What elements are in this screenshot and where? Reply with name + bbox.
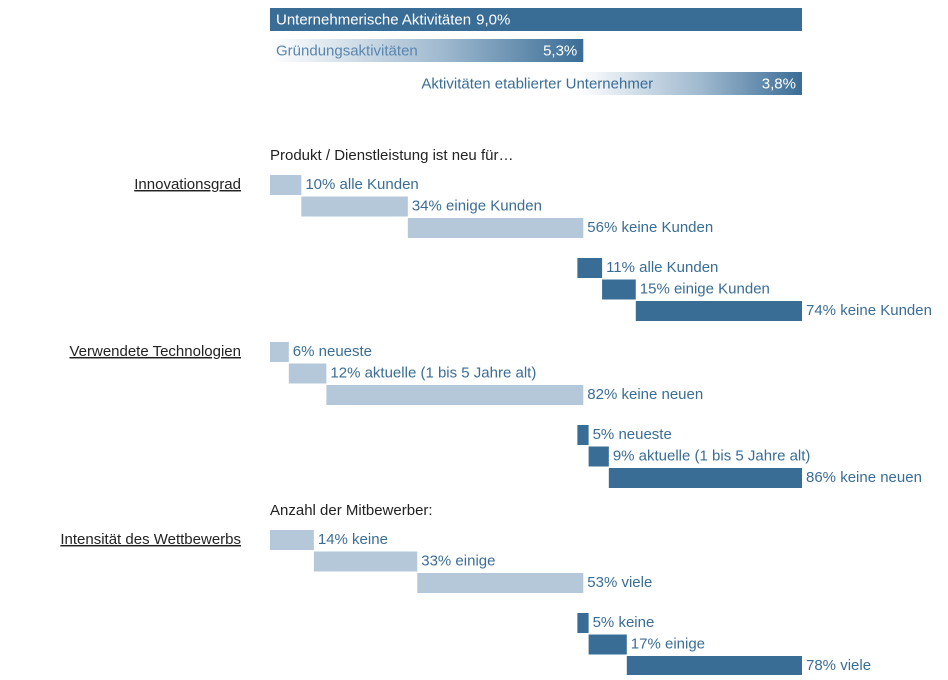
- group-label: Intensität des Wettbewerbs: [60, 531, 241, 548]
- bar-segment: [626, 656, 802, 676]
- value-label: 15% einige Kunden: [640, 280, 770, 297]
- value-label: 56% keine Kunden: [587, 219, 713, 236]
- bar-segment: [288, 363, 327, 384]
- value-label: 6% neueste: [293, 343, 372, 360]
- value-label: 3,8%: [762, 75, 796, 92]
- value-label: 11% alle Kunden: [606, 259, 718, 276]
- bar: [270, 8, 802, 31]
- category-label: Gründungsaktivitäten: [276, 42, 418, 59]
- bar-segment: [608, 468, 802, 488]
- value-label: 82% keine neuen: [587, 386, 703, 403]
- value-label: 5,3%: [543, 42, 577, 59]
- bar-segment: [577, 425, 589, 445]
- bar-segment: [635, 301, 802, 321]
- value-label: 78% viele: [806, 657, 871, 674]
- value-label: 33% einige: [421, 552, 495, 569]
- bar-segment: [326, 385, 584, 405]
- bar-segment: [301, 196, 408, 217]
- bar: [270, 39, 584, 62]
- bar-label: Unternehmerische Aktivitäten 9,0%: [276, 11, 510, 28]
- bar-segment: [588, 446, 609, 467]
- value-label: 9,0%: [476, 11, 510, 28]
- value-label: 86% keine neuen: [806, 469, 922, 486]
- bar-segment: [270, 342, 289, 362]
- value-label: 9% aktuelle (1 bis 5 Jahre alt): [613, 447, 811, 464]
- value-label: 74% keine Kunden: [806, 302, 932, 319]
- group-label: Innovationsgrad: [134, 176, 241, 193]
- value-label: 53% viele: [587, 574, 652, 591]
- group-label: Verwendete Technologien: [69, 343, 241, 360]
- value-label: 34% einige Kunden: [412, 197, 542, 214]
- bar-segment: [407, 218, 584, 238]
- bar-segment: [577, 258, 603, 278]
- bar-segment: [588, 634, 627, 655]
- subtitle: Anzahl der Mitbewerber:: [270, 502, 433, 519]
- bar: [577, 72, 802, 95]
- value-label: 10% alle Kunden: [305, 176, 418, 193]
- category-label: Unternehmerische Aktivitäten: [276, 11, 471, 28]
- subtitle: Produkt / Dienstleistung ist neu für…: [270, 147, 513, 164]
- bar-segment: [270, 175, 302, 195]
- bar-segment: [577, 613, 589, 633]
- value-label: 17% einige: [631, 635, 705, 652]
- bar-segment: [417, 573, 584, 593]
- bar-segment: [313, 551, 418, 572]
- value-label: 12% aktuelle (1 bis 5 Jahre alt): [330, 364, 536, 381]
- value-label: 14% keine: [318, 531, 388, 548]
- value-label: 5% neueste: [593, 426, 672, 443]
- bar-segment: [602, 279, 636, 300]
- value-label: 5% keine: [593, 614, 655, 631]
- bar-segment: [270, 530, 314, 550]
- category-label: Aktivitäten etablierter Unternehmer: [421, 75, 653, 92]
